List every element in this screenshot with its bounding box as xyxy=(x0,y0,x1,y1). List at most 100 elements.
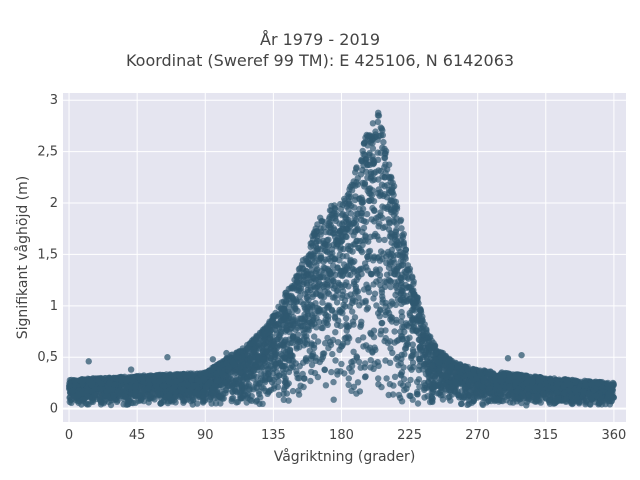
data-point xyxy=(481,394,489,402)
data-point xyxy=(278,362,286,369)
data-point xyxy=(353,390,360,397)
data-point xyxy=(340,245,347,253)
data-point xyxy=(398,225,405,232)
data-point xyxy=(323,280,331,287)
data-point xyxy=(523,402,530,409)
data-point xyxy=(331,202,338,209)
data-point xyxy=(345,190,352,198)
data-point xyxy=(301,279,308,286)
data-point xyxy=(385,216,392,223)
data-point xyxy=(351,204,358,211)
data-point xyxy=(325,222,332,229)
data-point xyxy=(366,150,373,157)
data-point xyxy=(253,348,260,355)
data-point xyxy=(355,244,362,252)
data-point xyxy=(286,346,294,353)
data-point xyxy=(375,375,382,382)
data-point xyxy=(446,393,453,400)
data-point xyxy=(197,370,204,377)
data-point xyxy=(209,386,217,394)
data-point xyxy=(379,127,386,134)
data-point xyxy=(339,283,346,290)
data-point xyxy=(399,335,406,343)
data-point xyxy=(236,388,243,396)
data-point xyxy=(401,345,409,352)
data-point xyxy=(313,324,320,331)
data-point xyxy=(343,321,350,328)
data-point xyxy=(370,281,377,288)
data-point xyxy=(472,391,479,398)
data-point xyxy=(322,228,329,236)
data-point xyxy=(360,150,367,158)
data-point xyxy=(386,200,394,208)
data-point xyxy=(337,368,344,375)
data-point xyxy=(194,400,201,407)
data-point xyxy=(350,321,357,328)
data-point xyxy=(135,397,142,405)
data-point xyxy=(98,380,105,387)
data-point xyxy=(290,299,297,306)
data-point xyxy=(151,396,158,403)
data-point xyxy=(333,321,341,328)
data-point xyxy=(402,320,410,327)
data-point xyxy=(389,391,397,398)
data-point xyxy=(301,375,308,382)
data-point xyxy=(486,370,493,377)
data-point xyxy=(348,362,356,370)
data-point xyxy=(400,376,408,383)
data-point xyxy=(351,314,359,321)
data-point xyxy=(388,298,395,305)
data-point xyxy=(480,375,487,383)
data-point xyxy=(296,344,303,351)
data-point xyxy=(416,362,423,370)
data-point xyxy=(430,379,437,387)
data-point xyxy=(257,394,264,401)
data-point xyxy=(269,370,277,377)
data-point xyxy=(322,256,329,263)
data-point xyxy=(317,274,324,281)
data-point xyxy=(305,323,312,330)
data-point xyxy=(66,398,74,406)
data-point xyxy=(275,378,282,385)
data-point xyxy=(305,317,313,325)
data-point xyxy=(398,351,405,358)
data-point xyxy=(299,257,307,264)
data-point xyxy=(371,134,378,141)
data-point xyxy=(377,191,385,198)
data-point xyxy=(231,384,238,392)
data-point xyxy=(339,305,346,313)
data-point xyxy=(377,306,384,313)
data-point xyxy=(386,359,394,366)
data-point xyxy=(354,175,361,182)
data-point xyxy=(369,348,376,355)
data-point xyxy=(332,357,339,364)
data-point xyxy=(392,291,399,299)
data-point xyxy=(319,237,327,244)
data-point xyxy=(307,286,314,293)
data-point xyxy=(325,313,332,320)
data-point xyxy=(345,242,352,250)
data-point xyxy=(363,264,370,271)
data-point xyxy=(371,218,378,225)
data-point xyxy=(379,203,386,210)
data-point xyxy=(345,206,352,213)
data-point xyxy=(284,341,291,348)
data-point xyxy=(285,397,292,404)
data-point xyxy=(292,305,299,313)
data-point xyxy=(414,294,421,301)
data-point xyxy=(595,400,603,407)
data-point xyxy=(587,401,594,408)
data-point xyxy=(322,382,330,389)
data-point xyxy=(358,158,366,165)
data-point xyxy=(315,257,323,264)
data-point xyxy=(393,203,401,210)
data-point xyxy=(258,383,265,391)
data-point xyxy=(371,290,379,297)
data-point xyxy=(158,399,165,407)
data-point xyxy=(410,322,417,329)
data-point xyxy=(307,377,314,385)
data-point xyxy=(334,339,342,346)
data-point xyxy=(260,356,268,363)
data-point xyxy=(393,337,401,345)
